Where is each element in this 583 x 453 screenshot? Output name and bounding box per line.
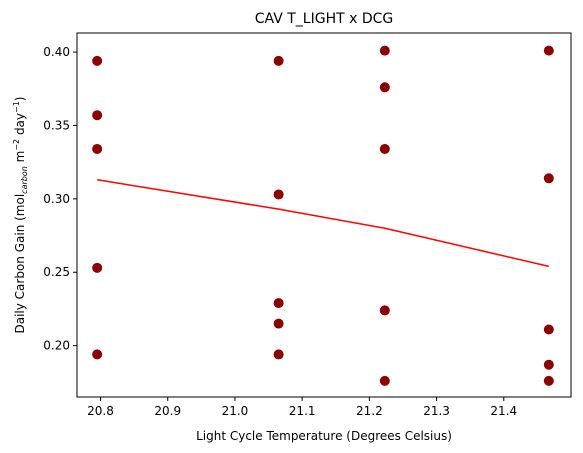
- trend-line: [97, 179, 549, 268]
- chart-title: CAV T_LIGHT x DCG: [255, 11, 393, 27]
- scatter-point: [92, 110, 103, 121]
- y-axis-label-sup1: −2: [12, 139, 21, 151]
- scatter-point: [273, 189, 284, 200]
- y-tick-label: 0.35: [43, 118, 70, 132]
- y-axis: 0.20 0.25 0.30 0.35 0.40: [43, 45, 77, 353]
- scatter-point: [273, 318, 284, 329]
- x-tick-label: 21.4: [490, 404, 517, 418]
- scatter-point: [543, 324, 554, 335]
- scatter-point: [273, 298, 284, 309]
- y-tick-label: 0.40: [43, 45, 70, 59]
- x-tick-label: 21.0: [222, 404, 249, 418]
- scatter-point: [543, 45, 554, 56]
- x-tick-label: 21.1: [289, 404, 316, 418]
- y-tick-label: 0.25: [43, 265, 70, 279]
- scatter-point: [543, 375, 554, 386]
- x-tick-label: 20.8: [87, 404, 114, 418]
- scatter-point: [379, 375, 390, 386]
- y-tick-label: 0.20: [43, 339, 70, 353]
- plot-area: [76, 32, 572, 398]
- y-axis-label-sub: carbon: [20, 166, 29, 194]
- y-axis-label-mid2: day: [13, 113, 27, 139]
- scatter-point: [92, 349, 103, 360]
- scatter-point: [273, 349, 284, 360]
- y-axis-label-prefix: Daily Carbon Gain (mol: [13, 194, 27, 334]
- y-axis-label: Daily Carbon Gain (molcarbon m−2 day−1): [12, 96, 29, 333]
- series-layer: [92, 45, 554, 386]
- plot-frame: [76, 32, 572, 398]
- x-tick-label: 20.9: [154, 404, 181, 418]
- scatter-point: [92, 143, 103, 154]
- scatter-point: [273, 55, 284, 66]
- scatter-point: [92, 262, 103, 273]
- scatter-point: [379, 82, 390, 93]
- y-axis-label-suffix: ): [13, 96, 27, 101]
- scatter-point: [92, 55, 103, 66]
- y-axis-label-mid: m: [13, 151, 27, 167]
- scatter-point: [543, 173, 554, 184]
- scatter-point: [379, 45, 390, 56]
- scatter-point: [379, 143, 390, 154]
- x-axis: 20.8 20.9 21.0 21.1 21.2 21.3 21.4: [87, 397, 517, 418]
- scatter-point: [543, 359, 554, 370]
- x-tick-label: 21.3: [423, 404, 450, 418]
- x-axis-label: Light Cycle Temperature (Degrees Celsius…: [196, 429, 452, 443]
- y-axis-label-sup2: −1: [12, 101, 21, 113]
- x-tick-label: 21.2: [356, 404, 383, 418]
- scatter-point: [379, 305, 390, 316]
- y-tick-label: 0.30: [43, 192, 70, 206]
